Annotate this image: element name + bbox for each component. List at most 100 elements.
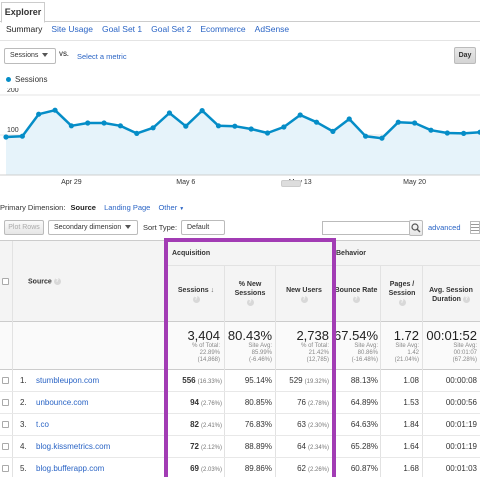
data-point <box>379 135 385 141</box>
explorer-tab-bar <box>0 0 480 22</box>
column-header-avg-duration[interactable]: Avg. Session Duration ? <box>424 286 478 304</box>
total-note: % of Total: <box>301 343 329 349</box>
dimension-landing-page[interactable]: Landing Page <box>104 203 151 212</box>
data-point <box>68 123 74 129</box>
total-value: 2,738 <box>296 328 329 343</box>
sessions-cell: 69 (2.03%) <box>168 458 222 477</box>
search-icon <box>411 223 421 233</box>
source-link[interactable]: blog.kissmetrics.com <box>36 442 111 451</box>
data-point <box>412 120 418 126</box>
column-header-new-users[interactable]: New Users? <box>277 286 331 304</box>
total-note: 00:01:07 <box>453 350 477 356</box>
data-point <box>264 130 271 136</box>
new-users-cell: 63 (2.30%) <box>277 414 329 436</box>
subtab-adsense[interactable]: AdSense <box>254 24 290 34</box>
subtab-site-usage[interactable]: Site Usage <box>51 24 93 34</box>
total-note: (67.28%) <box>452 357 477 363</box>
source-header[interactable]: Source ? <box>28 278 61 285</box>
bounce-rate-cell: 64.89% <box>350 398 378 407</box>
new-users-value: 62 <box>297 464 306 473</box>
total-value: 1.72 <box>393 328 419 343</box>
total-note: 1.42 <box>407 350 419 356</box>
sessions-value: 72 <box>190 442 199 451</box>
data-point <box>101 120 107 126</box>
select-all-checkbox[interactable] <box>2 278 9 285</box>
col-divider <box>422 265 423 477</box>
data-point <box>85 120 91 126</box>
source-link[interactable]: unbounce.com <box>36 398 89 407</box>
sessions-percent: (16.33%) <box>197 379 222 385</box>
sessions-value: 94 <box>190 398 199 407</box>
new-sessions-cell: 76.83% <box>244 420 272 429</box>
sort-type-select[interactable]: Default <box>181 220 225 243</box>
source-link[interactable]: t.co <box>36 420 49 429</box>
column-header-label: Avg. Session Duration <box>429 287 473 303</box>
chart-resize-handle[interactable] <box>281 180 301 187</box>
data-point <box>248 126 254 132</box>
table-search-input[interactable] <box>322 221 410 235</box>
total-note: 80.86% <box>357 350 378 356</box>
avg-duration-cell: 00:00:08 <box>445 376 477 385</box>
data-point <box>330 128 336 134</box>
totals-divider-bottom <box>0 369 480 370</box>
row-checkbox[interactable] <box>2 421 9 428</box>
bounce-rate-cell: 64.63% <box>350 420 378 429</box>
data-point <box>183 123 189 129</box>
total-note: (21.04%) <box>394 357 419 363</box>
source-link[interactable]: stumbleupon.com <box>36 376 100 385</box>
help-icon: ? <box>53 278 61 285</box>
column-header-sessions[interactable]: Sessions ↓? <box>168 286 224 304</box>
sessions-cell: 72 (2.12%) <box>168 436 222 458</box>
data-point <box>134 130 140 136</box>
dimension-other[interactable]: Other ▼ <box>158 203 184 212</box>
row-checkbox[interactable] <box>2 465 9 472</box>
column-header-pages-session[interactable]: Pages / Session? <box>382 280 422 307</box>
help-icon: ? <box>462 295 470 303</box>
row-checkbox[interactable] <box>2 377 9 384</box>
source-link[interactable]: blog.bufferapp.com <box>36 464 105 473</box>
explorer-tab[interactable]: Explorer <box>1 2 45 23</box>
subtab-goal-set-2[interactable]: Goal Set 2 <box>151 24 192 34</box>
chevron-down-icon <box>125 225 132 230</box>
legend-label: Sessions <box>15 75 48 84</box>
total-note: Site Avg: <box>453 343 477 349</box>
data-point <box>346 116 352 122</box>
plot-rows-button[interactable]: Plot Rows <box>4 220 44 235</box>
day-button[interactable]: Day <box>454 47 476 64</box>
col-divider <box>224 265 225 477</box>
subtab-goal-set-1[interactable]: Goal Set 1 <box>101 24 143 34</box>
metric-select[interactable]: Sessions <box>4 48 56 64</box>
avg-duration-cell: 00:01:03 <box>445 464 477 473</box>
new-sessions-cell: 88.89% <box>244 442 272 451</box>
total-cell: 1.72 Site Avg: 1.42 (21.04%) <box>382 328 419 364</box>
total-note: 22.89% <box>199 350 220 356</box>
data-point <box>36 111 42 117</box>
total-cell: 3,404% of Total: 22.89% (14,868) <box>168 328 220 364</box>
sort-type-label: Sort Type: <box>143 223 178 232</box>
data-point <box>395 119 401 125</box>
total-value: 00:01:52 <box>426 328 477 343</box>
column-header-new-sessions[interactable]: % New Sessions? <box>226 280 274 307</box>
row-checkbox[interactable] <box>2 399 9 406</box>
new-users-cell: 529 (19.32%) <box>277 370 329 392</box>
metric-select-label: Sessions <box>10 52 39 59</box>
row-checkbox[interactable] <box>2 443 9 450</box>
series-line <box>5 108 480 140</box>
subtab-summary[interactable]: Summary <box>6 24 43 34</box>
search-button[interactable] <box>409 220 423 236</box>
grid-view-icon[interactable] <box>470 221 480 234</box>
pages-session-cell: 1.68 <box>403 464 419 473</box>
vs-label: VS. <box>59 52 69 58</box>
column-header-bounce-rate[interactable]: Bounce Rate ? <box>334 286 378 304</box>
sort-arrow-icon: ↓ <box>210 287 215 294</box>
select-metric-link[interactable]: Select a metric <box>77 52 127 61</box>
data-point <box>232 123 238 129</box>
new-users-percent: (2.34%) <box>307 445 329 451</box>
subtab-ecommerce[interactable]: Ecommerce <box>200 24 246 34</box>
column-header-label: Sessions <box>177 287 209 294</box>
advanced-link[interactable]: advanced <box>428 223 461 232</box>
dimension-source[interactable]: Source <box>70 203 96 212</box>
secondary-dimension-select[interactable]: Secondary dimension <box>48 220 138 235</box>
new-users-value: 63 <box>297 420 306 429</box>
col-divider <box>380 265 381 477</box>
